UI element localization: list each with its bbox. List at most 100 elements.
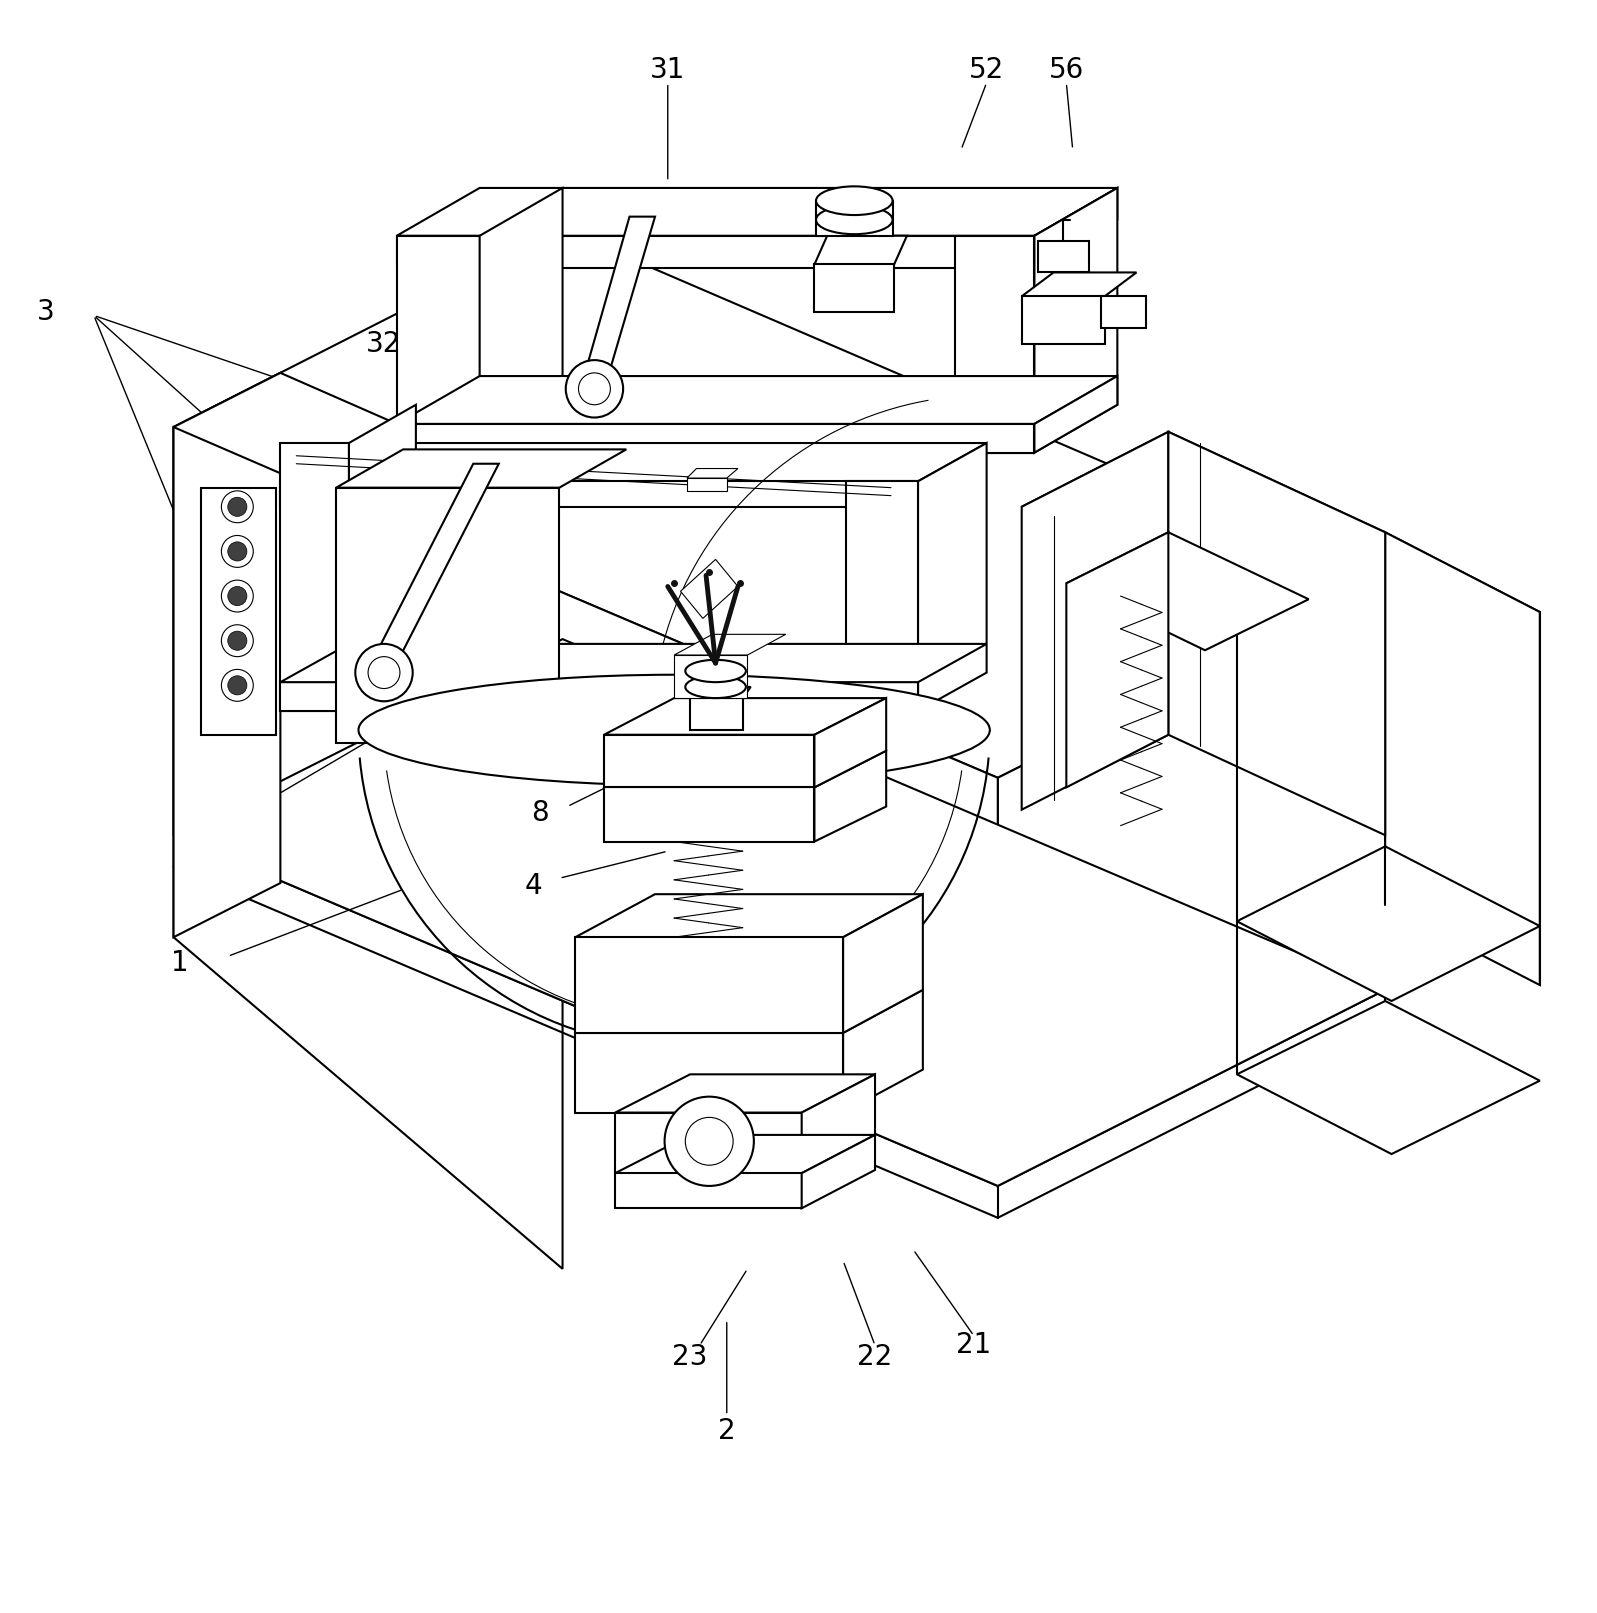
Polygon shape xyxy=(690,698,743,731)
Polygon shape xyxy=(281,682,918,711)
Text: 52: 52 xyxy=(969,56,1005,84)
Polygon shape xyxy=(604,750,886,787)
Polygon shape xyxy=(1035,376,1118,453)
Text: 32: 32 xyxy=(188,656,224,686)
Text: 4: 4 xyxy=(525,873,543,900)
Polygon shape xyxy=(396,189,1118,235)
Circle shape xyxy=(222,624,254,656)
Polygon shape xyxy=(615,1136,875,1173)
Polygon shape xyxy=(1067,532,1169,787)
Polygon shape xyxy=(281,444,987,481)
Text: 3: 3 xyxy=(37,298,54,326)
Polygon shape xyxy=(348,405,415,711)
Circle shape xyxy=(228,631,248,650)
Polygon shape xyxy=(918,444,987,711)
Polygon shape xyxy=(1238,532,1540,687)
Polygon shape xyxy=(396,376,1118,424)
Polygon shape xyxy=(814,750,886,842)
Polygon shape xyxy=(802,1074,875,1173)
Text: 8: 8 xyxy=(532,798,549,827)
Polygon shape xyxy=(337,450,626,487)
Polygon shape xyxy=(201,487,276,736)
Polygon shape xyxy=(1022,273,1137,297)
Ellipse shape xyxy=(816,205,893,234)
Text: 53: 53 xyxy=(310,545,347,573)
Polygon shape xyxy=(174,373,281,937)
Polygon shape xyxy=(174,373,396,477)
Circle shape xyxy=(228,542,248,561)
Polygon shape xyxy=(281,481,918,506)
Text: 56: 56 xyxy=(1049,56,1084,84)
Polygon shape xyxy=(998,584,1385,1186)
Circle shape xyxy=(367,656,399,689)
Polygon shape xyxy=(814,698,886,787)
Polygon shape xyxy=(674,655,747,698)
Text: 31: 31 xyxy=(650,56,685,84)
Polygon shape xyxy=(687,477,727,490)
Text: 1: 1 xyxy=(171,948,188,977)
Ellipse shape xyxy=(685,660,746,682)
Circle shape xyxy=(222,490,254,523)
Polygon shape xyxy=(281,444,348,711)
Polygon shape xyxy=(604,736,814,787)
Polygon shape xyxy=(687,468,738,477)
Polygon shape xyxy=(1022,432,1385,606)
Text: 21: 21 xyxy=(957,1331,992,1360)
Circle shape xyxy=(222,669,254,702)
Polygon shape xyxy=(604,787,814,842)
Polygon shape xyxy=(371,465,498,663)
Polygon shape xyxy=(174,639,1385,1186)
Text: 22: 22 xyxy=(858,1342,893,1371)
Polygon shape xyxy=(674,634,786,655)
Circle shape xyxy=(685,1118,733,1165)
Polygon shape xyxy=(615,1074,875,1113)
Polygon shape xyxy=(1238,847,1540,1002)
Polygon shape xyxy=(690,687,751,698)
Circle shape xyxy=(228,497,248,516)
Polygon shape xyxy=(802,1136,875,1208)
Polygon shape xyxy=(680,560,738,618)
Polygon shape xyxy=(1169,432,1385,836)
Polygon shape xyxy=(843,894,923,1032)
Circle shape xyxy=(578,373,610,405)
Circle shape xyxy=(222,536,254,568)
Polygon shape xyxy=(174,229,1385,777)
Polygon shape xyxy=(1067,532,1308,650)
Circle shape xyxy=(565,360,623,418)
Polygon shape xyxy=(604,698,886,736)
Circle shape xyxy=(222,581,254,611)
Polygon shape xyxy=(1035,189,1118,453)
Polygon shape xyxy=(615,1113,802,1173)
Polygon shape xyxy=(479,189,562,453)
Polygon shape xyxy=(1385,532,1540,986)
Circle shape xyxy=(228,676,248,695)
Text: 32: 32 xyxy=(366,331,402,358)
Polygon shape xyxy=(575,990,923,1032)
Polygon shape xyxy=(575,894,923,937)
Polygon shape xyxy=(583,216,655,379)
Circle shape xyxy=(228,587,248,605)
Text: 2: 2 xyxy=(719,1418,736,1445)
Ellipse shape xyxy=(816,187,893,215)
Polygon shape xyxy=(846,481,918,711)
Polygon shape xyxy=(814,265,894,313)
Polygon shape xyxy=(1238,1002,1540,1153)
Polygon shape xyxy=(337,487,559,742)
Polygon shape xyxy=(174,427,562,1269)
Polygon shape xyxy=(575,937,843,1032)
Polygon shape xyxy=(396,424,1035,453)
Polygon shape xyxy=(174,427,998,1186)
Polygon shape xyxy=(814,235,907,265)
Polygon shape xyxy=(1022,297,1105,344)
Polygon shape xyxy=(816,200,893,235)
Polygon shape xyxy=(615,1173,802,1208)
Polygon shape xyxy=(281,644,987,682)
Polygon shape xyxy=(1022,432,1169,810)
Polygon shape xyxy=(955,235,1035,453)
Circle shape xyxy=(664,1097,754,1186)
Polygon shape xyxy=(1035,189,1118,268)
Polygon shape xyxy=(396,235,479,453)
Text: 23: 23 xyxy=(672,1342,707,1371)
Polygon shape xyxy=(843,990,923,1113)
Polygon shape xyxy=(575,1032,843,1113)
